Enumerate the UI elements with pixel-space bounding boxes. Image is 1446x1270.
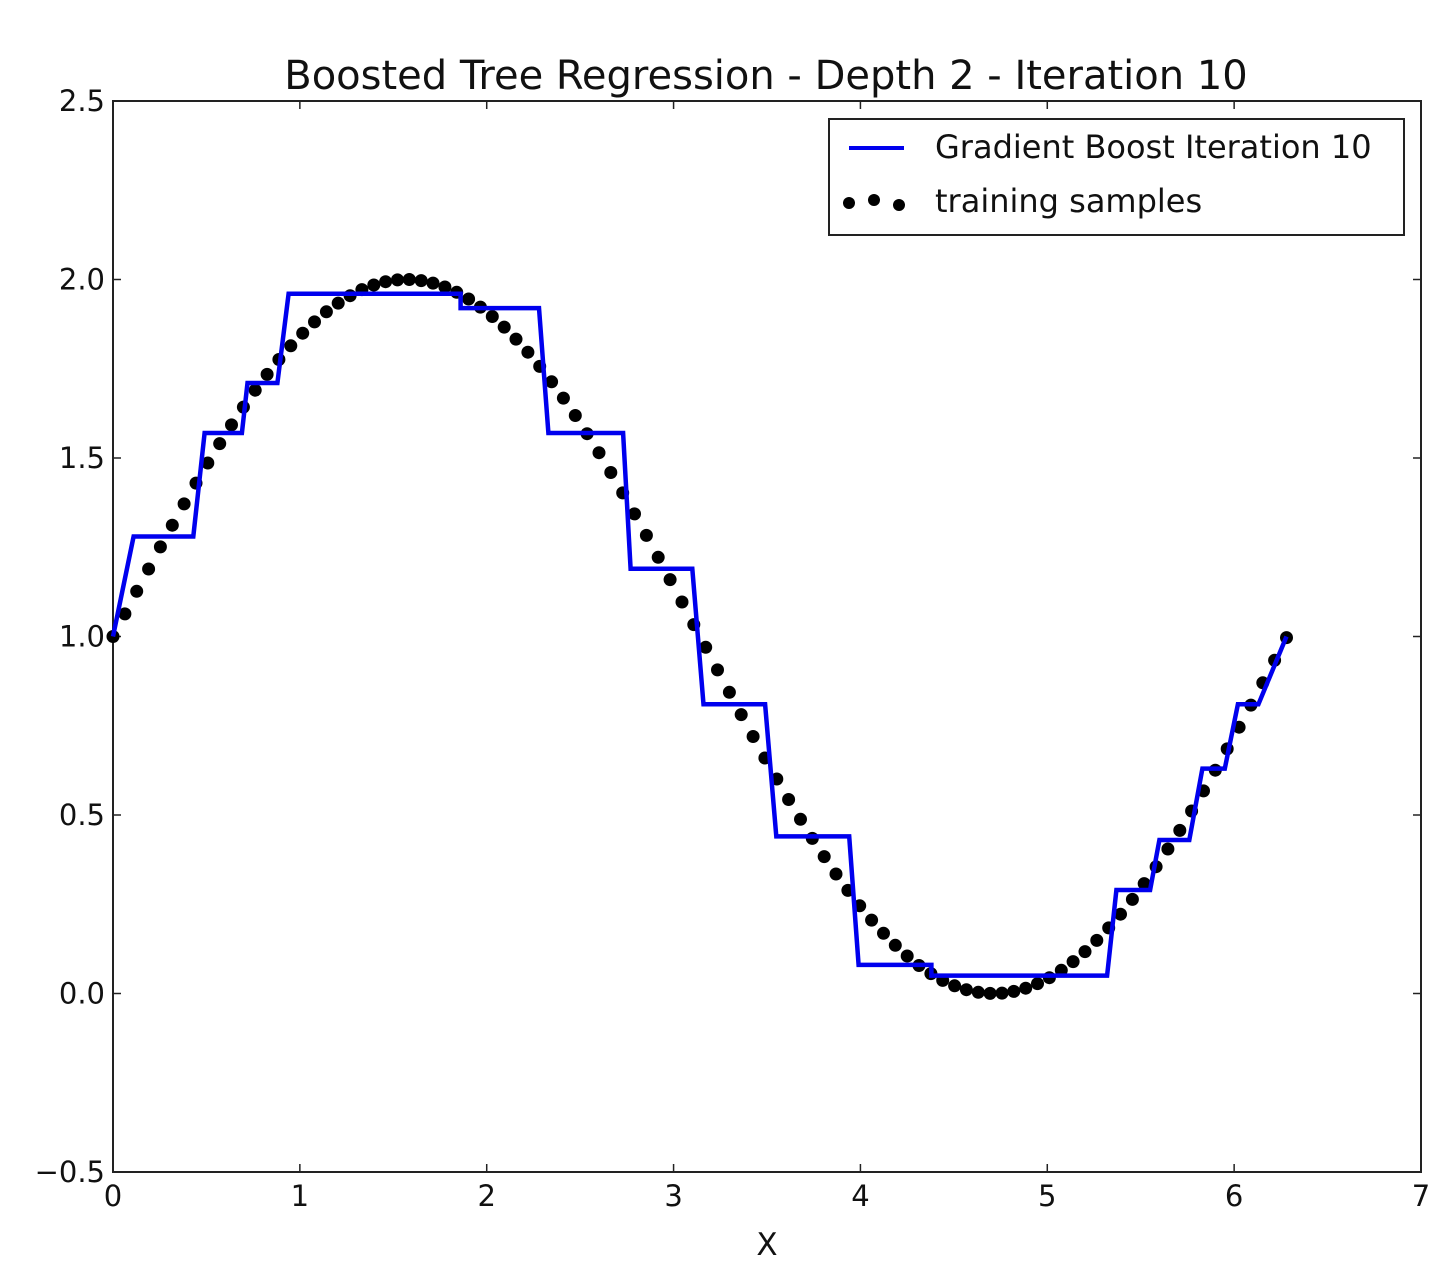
training-sample-point: [1137, 877, 1151, 891]
plot-frame: [112, 100, 1422, 1173]
training-sample-point: [260, 367, 274, 381]
y-tick-label: 1.5: [59, 441, 105, 475]
legend-marker-swatch: [868, 194, 880, 206]
x-axis-ticks: 0 1 2 3 4 5 6 7: [104, 101, 1430, 1213]
x-axis-label: X: [756, 1227, 777, 1263]
x-tick-label: 5: [1038, 1179, 1056, 1213]
training-sample-point: [675, 595, 689, 609]
training-sample-point: [628, 507, 641, 521]
training-sample-point: [722, 685, 736, 699]
training-sample-point: [1031, 977, 1044, 991]
training-sample-point: [201, 456, 215, 470]
training-sample-point: [379, 275, 393, 289]
training-sample-point: [509, 332, 523, 346]
training-sample-point: [130, 584, 144, 598]
x-tick-label: 7: [1412, 1179, 1430, 1213]
legend-label-model: Gradient Boost Iteration 10: [935, 128, 1372, 166]
training-sample-point: [983, 986, 997, 1000]
training-sample-point: [1125, 892, 1139, 906]
legend-label-samples: training samples: [935, 182, 1202, 220]
x-tick-label: 2: [477, 1179, 495, 1213]
training-sample-point: [1007, 984, 1021, 998]
training-sample-point: [746, 730, 760, 743]
training-sample-point: [711, 663, 724, 677]
training-sample-point: [971, 985, 985, 999]
training-sample-point: [438, 280, 452, 294]
training-sample-point: [367, 278, 381, 292]
training-sample-point: [1078, 945, 1092, 959]
training-sample-point: [213, 437, 227, 451]
training-sample-point: [1066, 955, 1080, 969]
training-sample-point: [1161, 842, 1175, 856]
chart-title: Boosted Tree Regression - Depth 2 - Iter…: [284, 53, 1247, 99]
training-sample-point: [639, 528, 653, 542]
training-sample-point: [663, 573, 677, 587]
plot-area: [106, 273, 1293, 1000]
training-sample-point: [900, 949, 914, 963]
training-sample-point: [699, 640, 713, 654]
y-tick-label: −0.5: [35, 1155, 105, 1189]
training-sample-point: [651, 550, 665, 564]
training-sample-point: [604, 466, 618, 479]
training-sample-point: [331, 296, 345, 310]
training-sample-point: [865, 913, 879, 927]
x-tick-label: 3: [664, 1179, 682, 1213]
training-sample-point: [959, 983, 973, 997]
training-sample-point: [568, 409, 582, 422]
y-tick-label: 0.5: [59, 798, 105, 832]
training-sample-point: [521, 345, 535, 359]
training-sample-point: [391, 273, 404, 287]
y-tick-label: 2.0: [59, 263, 105, 297]
legend-marker-swatch: [843, 197, 855, 209]
training-sample-point: [165, 518, 179, 532]
training-sample-point: [877, 926, 890, 940]
x-tick-label: 6: [1225, 1179, 1243, 1213]
legend-marker-swatch: [893, 199, 905, 211]
training-sample-point: [118, 607, 132, 621]
y-tick-label: 0.0: [59, 977, 105, 1011]
training-sample-point: [402, 273, 416, 286]
y-tick-label: 1.0: [59, 620, 105, 654]
x-tick-label: 4: [851, 1179, 869, 1213]
training-sample-point: [794, 812, 807, 826]
gradient-boost-line: [110, 291, 1289, 978]
training-sample-point: [948, 979, 962, 993]
training-sample-point: [782, 793, 796, 806]
training-sample-point: [414, 274, 428, 288]
training-sample-point: [817, 850, 831, 864]
training-sample-point: [485, 310, 499, 323]
training-sample-point: [497, 320, 511, 334]
training-sample-point: [1173, 823, 1187, 837]
training-sample-point: [142, 562, 156, 576]
training-sample-point: [1090, 933, 1104, 947]
training-sample-point: [153, 540, 167, 554]
training-sample-point: [1019, 981, 1033, 995]
training-sample-point: [829, 867, 843, 881]
legend-box: [828, 118, 1405, 236]
training-sample-point: [426, 276, 440, 290]
training-sample-point: [308, 315, 321, 329]
training-sample-point: [248, 383, 262, 397]
training-sample-point: [556, 391, 570, 405]
x-tick-label: 1: [291, 1179, 309, 1213]
training-sample-point: [284, 339, 298, 353]
training-sample-point: [296, 326, 310, 340]
legend: Gradient Boost Iteration 10 training sam…: [828, 118, 1405, 236]
training-sample-point: [1114, 907, 1127, 921]
training-sample-point: [888, 938, 902, 952]
training-sample-point: [545, 375, 559, 389]
training-sample-point: [734, 708, 748, 722]
training-sample-point: [319, 305, 333, 319]
training-sample-point: [995, 986, 1009, 1000]
training-sample-point: [225, 418, 238, 432]
training-sample-point: [462, 292, 476, 306]
training-sample-point: [592, 446, 606, 460]
training-sample-point: [177, 497, 191, 511]
x-tick-label: 0: [104, 1179, 122, 1213]
y-tick-label: 2.5: [59, 84, 105, 118]
y-axis-ticks: −0.5 0.0 0.5 1.0 1.5 2.0 2.5: [35, 84, 1421, 1189]
